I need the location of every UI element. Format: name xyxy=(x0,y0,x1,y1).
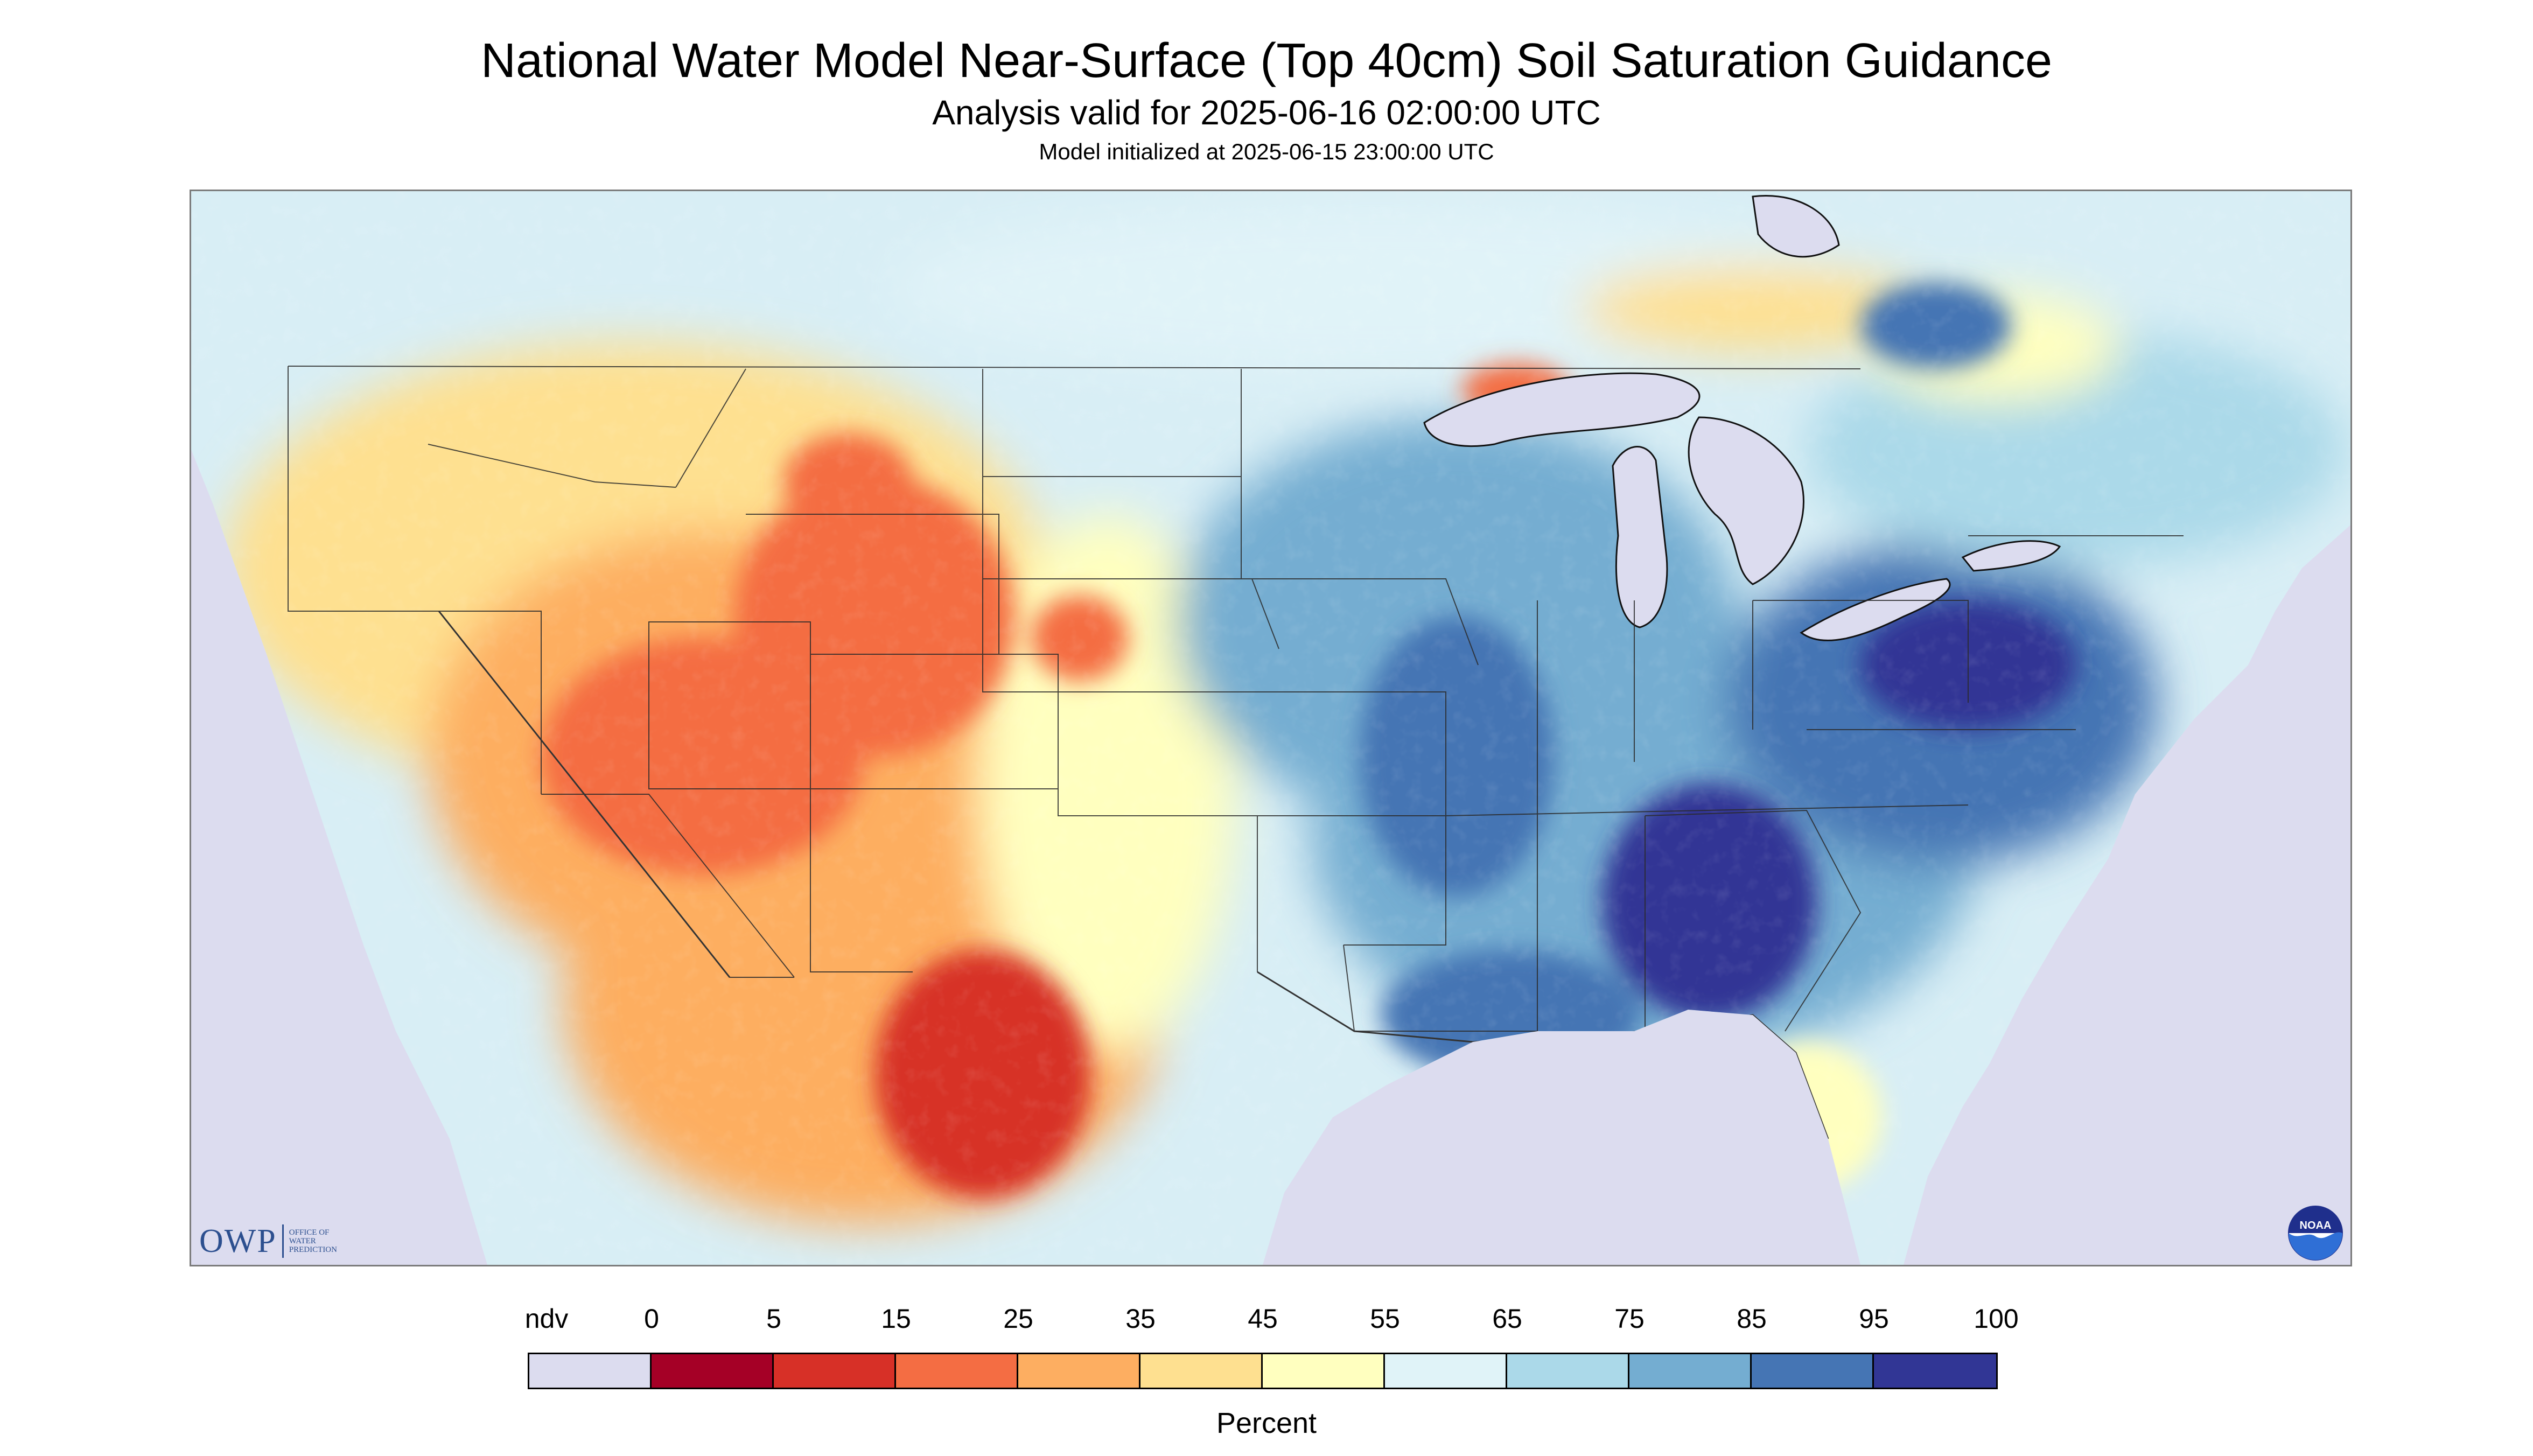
legend-label-11: 95 xyxy=(1859,1304,1889,1334)
border-pennsylvania xyxy=(1753,600,1969,703)
border-kansas-missouri xyxy=(1257,691,1446,816)
border-west-states xyxy=(288,366,439,612)
border-georgia xyxy=(1645,809,1862,1032)
great-lakes xyxy=(1423,195,2061,641)
border-arkansas xyxy=(1344,816,1446,946)
lake-erie xyxy=(1800,578,1951,641)
legend-swatch-2 xyxy=(772,1353,898,1389)
border-new-mexico xyxy=(810,789,913,972)
legend-swatch-0 xyxy=(528,1353,653,1389)
hudson-bay-inlet xyxy=(1752,195,1840,258)
lake-huron xyxy=(1688,416,1804,585)
border-us-canada xyxy=(288,366,1861,369)
legend-label-5: 35 xyxy=(1125,1304,1156,1334)
model-init-time: Model initialized at 2025-06-15 23:00:00… xyxy=(1039,139,1494,164)
legend-label-9: 75 xyxy=(1614,1304,1645,1334)
border-oklahoma xyxy=(1058,789,1258,972)
border-oregon-idaho xyxy=(428,444,676,488)
legend-label-1: 0 xyxy=(644,1304,659,1334)
analysis-valid-time: Analysis valid for 2025-06-16 02:00:00 U… xyxy=(932,93,1601,132)
legend-label-7: 55 xyxy=(1370,1304,1400,1334)
border-arizona xyxy=(541,794,795,978)
legend-swatch-11 xyxy=(1872,1353,1998,1389)
legend-swatch-10 xyxy=(1750,1353,1876,1389)
border-idaho-montana xyxy=(675,368,746,488)
soil-saturation-map xyxy=(190,190,2352,1266)
legend-label-12: 100 xyxy=(1974,1304,2019,1334)
legend-label-3: 15 xyxy=(881,1304,911,1334)
border-tennessee xyxy=(1445,804,1969,816)
lake-michigan xyxy=(1612,446,1668,628)
legend-label-4: 25 xyxy=(1003,1304,1033,1334)
state-boundaries xyxy=(288,366,2184,1032)
legend-swatch-8 xyxy=(1506,1353,1631,1389)
noaa-logo-icon: NOAA xyxy=(2288,1206,2343,1261)
legend-units: Percent xyxy=(1216,1407,1317,1439)
owp-logo-line-1: OFFICE OF xyxy=(289,1228,330,1237)
border-iowa xyxy=(1241,578,1479,666)
lake-ontario xyxy=(1961,540,2061,572)
legend-swatch-9 xyxy=(1628,1353,1753,1389)
border-colorado xyxy=(810,654,1059,789)
map-title: National Water Model Near-Surface (Top 4… xyxy=(480,34,2052,88)
legend-label-10: 85 xyxy=(1737,1304,1767,1334)
owp-logo-line-2: WATER xyxy=(289,1237,316,1245)
legend-swatch-7 xyxy=(1383,1353,1509,1389)
legend-label-8: 65 xyxy=(1492,1304,1522,1334)
lake-superior xyxy=(1423,372,1701,447)
legend-swatch-5 xyxy=(1139,1353,1264,1389)
legend-label-0: ndv xyxy=(524,1304,569,1334)
owp-logo-subtext: OFFICE OF WATER PREDICTION xyxy=(289,1228,365,1254)
owp-logo-divider xyxy=(282,1224,284,1258)
legend-swatch-3 xyxy=(894,1353,1020,1389)
saturation-field xyxy=(191,191,2350,1265)
owp-logo-line-3: PREDICTION xyxy=(289,1245,337,1254)
owp-logo-letters: OWP xyxy=(199,1222,277,1259)
legend-label-2: 5 xyxy=(766,1304,781,1334)
legend-swatch-6 xyxy=(1261,1353,1387,1389)
map-canvas xyxy=(191,191,2350,1265)
border-nevada xyxy=(439,611,542,794)
noaa-logo-text: NOAA xyxy=(2300,1220,2332,1231)
legend-swatch-1 xyxy=(650,1353,775,1389)
owp-logo: OWP OFFICE OF WATER PREDICTION xyxy=(199,1222,365,1260)
legend-swatch-4 xyxy=(1017,1353,1142,1389)
legend-label-6: 45 xyxy=(1248,1304,1278,1334)
